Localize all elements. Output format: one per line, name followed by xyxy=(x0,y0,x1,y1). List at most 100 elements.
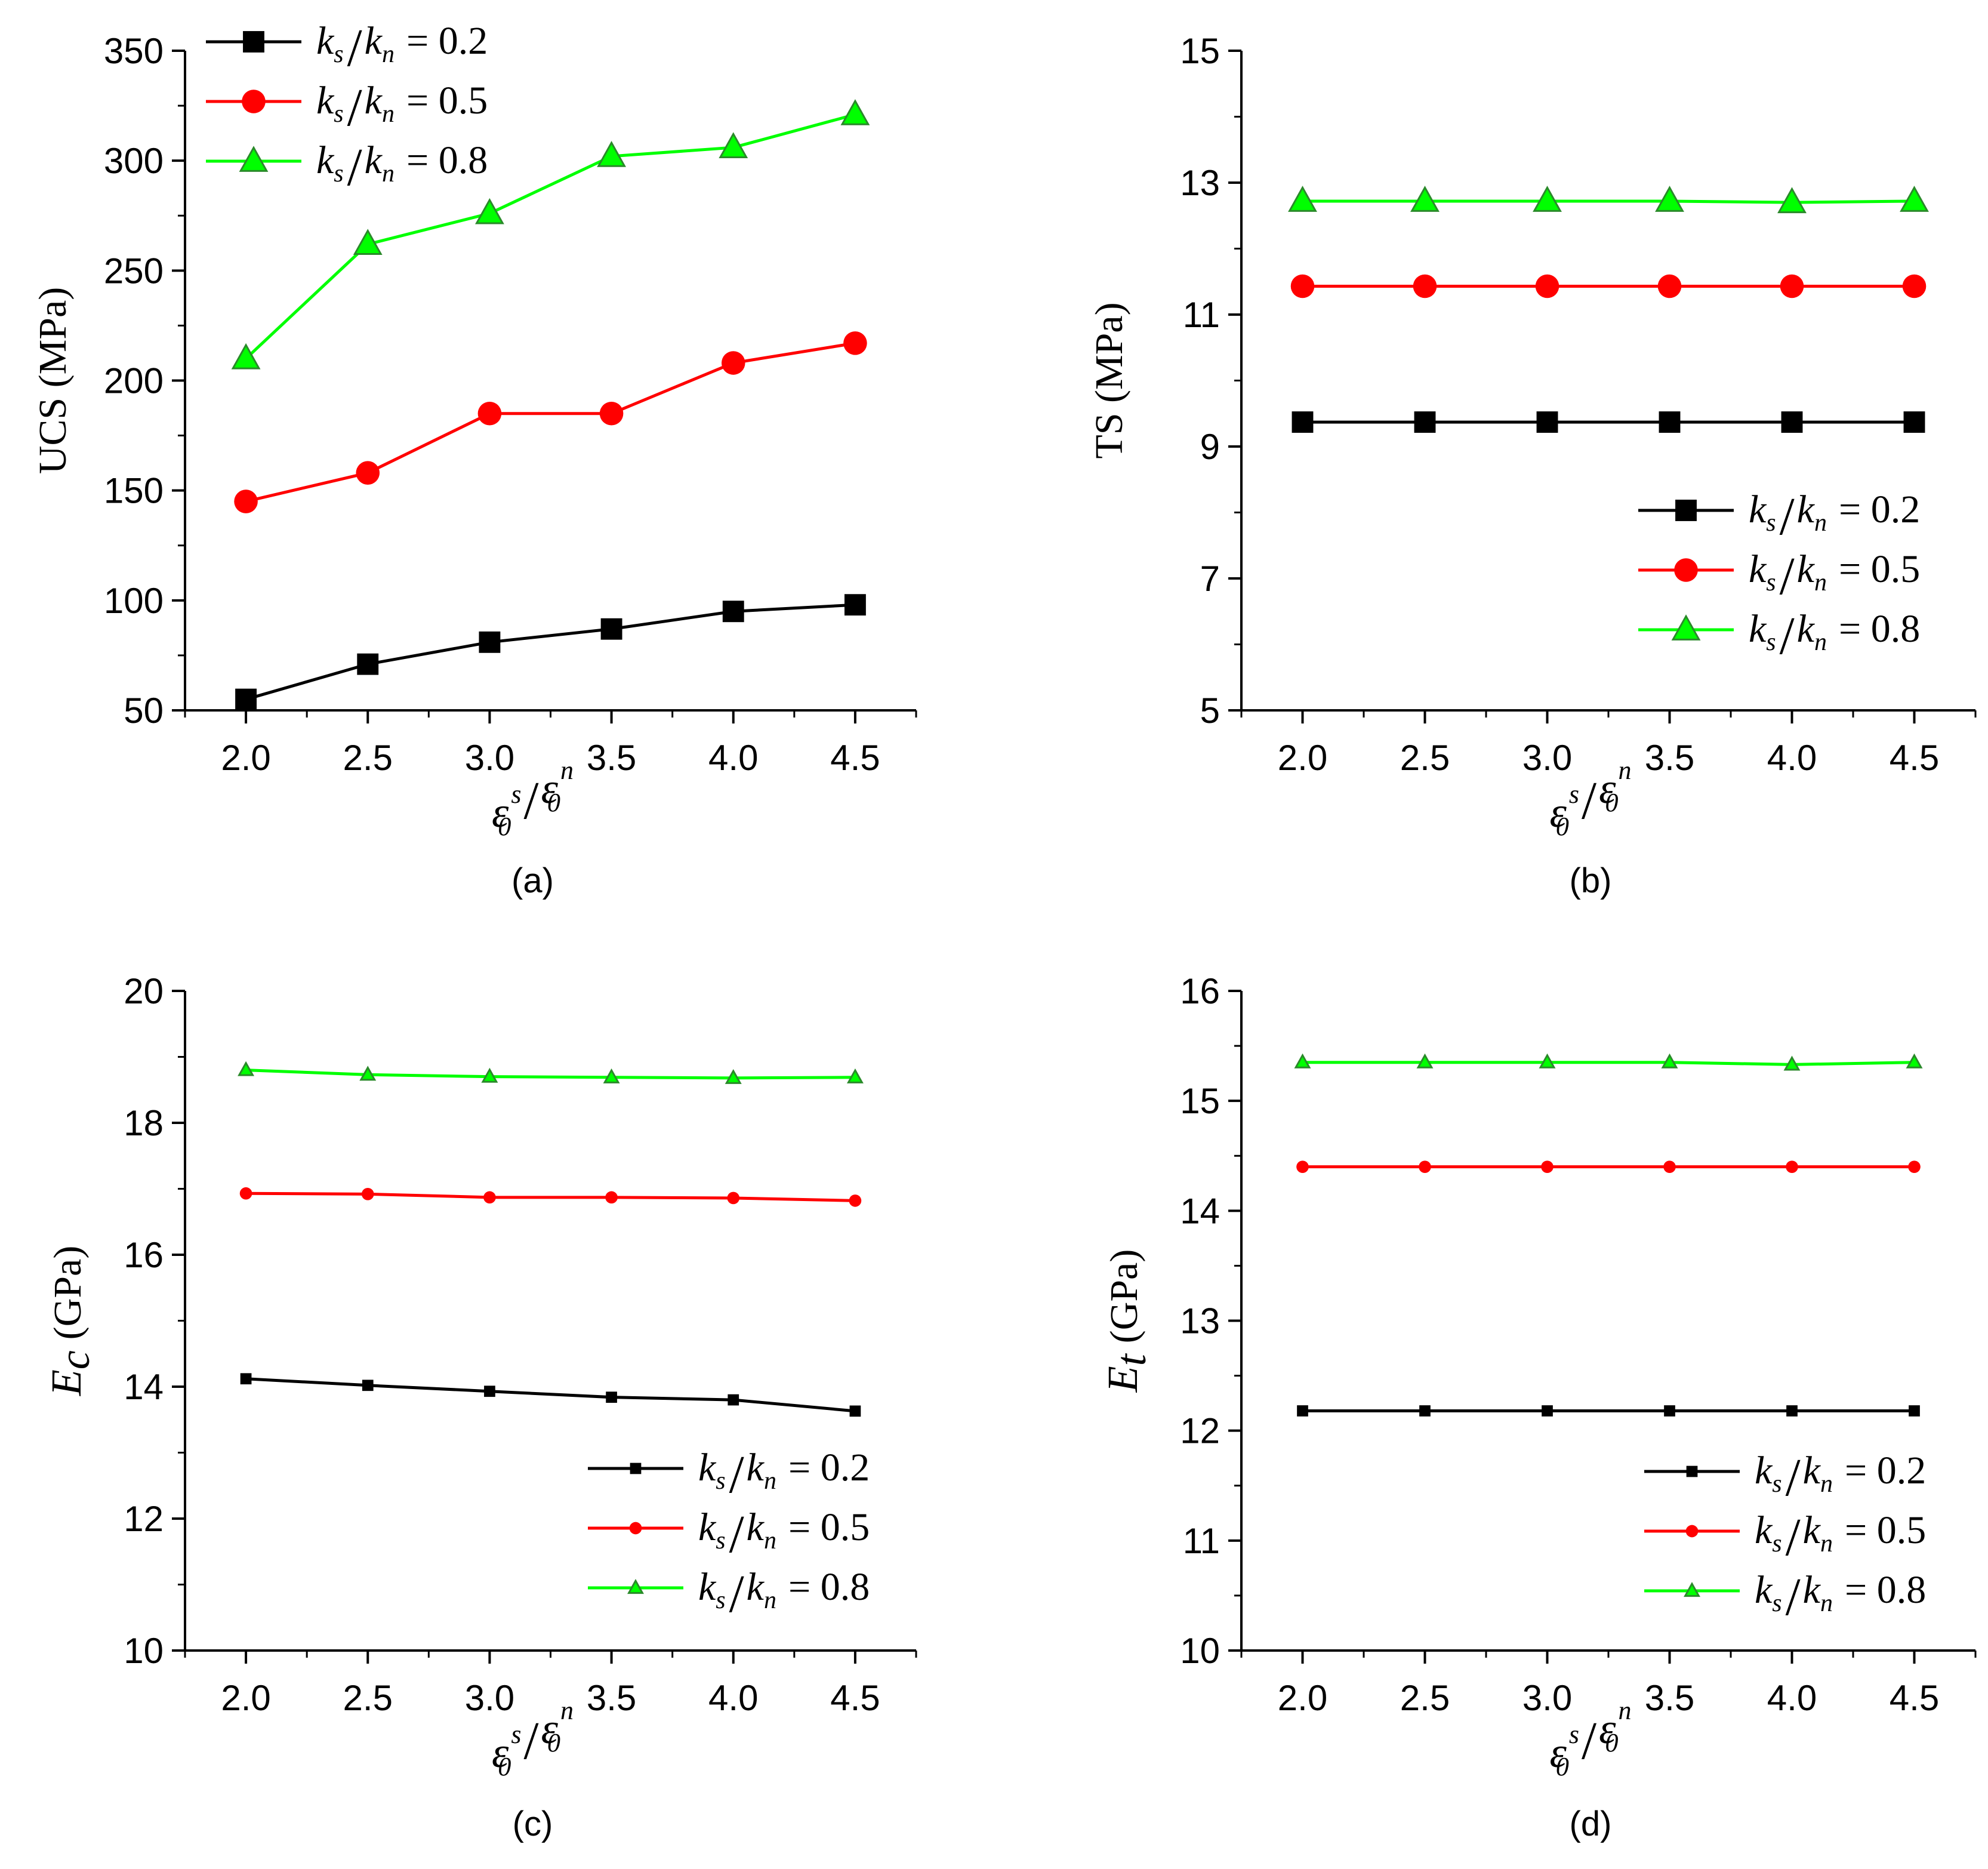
data-point xyxy=(844,594,866,616)
y-tick-label: 10 xyxy=(1180,1631,1220,1671)
legend-slash: / xyxy=(1786,1508,1801,1567)
x-axis-label-part: s xyxy=(1569,1720,1579,1749)
x-tick-label: 3.5 xyxy=(587,1678,636,1718)
x-axis-label-part: ε xyxy=(1599,765,1616,812)
y-tick-label: 13 xyxy=(1180,1301,1220,1341)
legend-value: 0.8 xyxy=(1877,1568,1927,1612)
legend-label: ks/kn = 0.5 xyxy=(316,78,488,137)
data-point xyxy=(1659,411,1681,433)
x-tick-label: 4.0 xyxy=(708,738,758,778)
legend-k: k xyxy=(1749,607,1767,651)
legend-k: k xyxy=(316,138,335,182)
data-point xyxy=(239,1187,252,1200)
data-point xyxy=(479,631,501,653)
series-line xyxy=(246,1191,855,1202)
y-tick-label: 350 xyxy=(104,31,164,71)
data-point xyxy=(1903,411,1925,433)
legend-equals: = xyxy=(1845,1568,1877,1612)
legend-k: k xyxy=(747,1565,765,1609)
legend-entry-0.2: ks/kn = 0.2 xyxy=(1638,487,1920,546)
legend-label: ks/kn = 0.8 xyxy=(1749,606,1920,666)
data-point xyxy=(475,198,504,224)
y-tick-label: 15 xyxy=(1180,31,1220,71)
data-point xyxy=(1294,1053,1311,1069)
x-axis-label-part: / xyxy=(1582,771,1596,830)
x-axis-label-part: 0 xyxy=(547,1728,560,1757)
data-point xyxy=(1786,1160,1798,1173)
y-axis-label: Et (GPa) xyxy=(1099,1249,1155,1393)
legend-k: k xyxy=(1755,1508,1773,1552)
data-point xyxy=(484,1385,495,1397)
legend-sub: n xyxy=(764,1467,776,1495)
legend-value: 0.5 xyxy=(821,1505,870,1549)
data-point xyxy=(1290,274,1315,298)
x-axis-label-part: s xyxy=(511,1720,521,1749)
legend-equals: = xyxy=(1839,607,1871,651)
legend-entry-0.8: ks/kn = 0.8 xyxy=(588,1565,870,1624)
x-axis-label-part: s xyxy=(1569,780,1579,809)
data-point xyxy=(1419,1405,1431,1417)
legend-slash: / xyxy=(729,1565,744,1624)
x-axis-label-part: / xyxy=(524,1711,539,1771)
legend-value: 0.2 xyxy=(1871,488,1921,531)
y-tick-label: 11 xyxy=(1183,295,1220,335)
legend-label: ks/kn = 0.2 xyxy=(1755,1448,1926,1507)
legend-equals: = xyxy=(406,138,439,182)
y-tick-label: 20 xyxy=(124,971,164,1011)
series-0.5 xyxy=(1290,274,1927,298)
x-axis-label-part: 0 xyxy=(1556,812,1569,841)
data-point xyxy=(1664,1405,1675,1417)
x-tick-label: 2.0 xyxy=(221,738,270,778)
y-tick-label: 14 xyxy=(124,1367,164,1407)
data-point xyxy=(1786,1405,1798,1417)
series-0.2 xyxy=(1292,411,1925,433)
y-axis-label: Ec (GPa) xyxy=(42,1246,98,1397)
legend-sub: n xyxy=(382,41,394,68)
y-axis-label: UCS (MPa) xyxy=(31,287,75,475)
legend-sub: n xyxy=(382,160,394,187)
legend-value: 0.8 xyxy=(821,1565,870,1609)
series-0.2 xyxy=(235,594,866,710)
legend-label: ks/kn = 0.2 xyxy=(698,1445,870,1504)
data-point xyxy=(1902,274,1927,298)
y-tick-label: 10 xyxy=(124,1631,164,1671)
y-axis-label-symbol: E xyxy=(42,1369,90,1396)
legend-k: k xyxy=(1797,547,1816,591)
x-axis-label-part: ε xyxy=(1599,1705,1616,1753)
data-point xyxy=(721,351,745,375)
legend-sub: n xyxy=(1820,1590,1833,1617)
data-point xyxy=(357,653,379,675)
y-tick-label: 15 xyxy=(1180,1081,1220,1121)
data-point xyxy=(1414,411,1436,433)
x-axis-label-part: 0 xyxy=(1605,1728,1618,1757)
legend-value: 0.2 xyxy=(439,19,488,63)
panel-label: (b) xyxy=(1570,861,1612,900)
legend-label: ks/kn = 0.8 xyxy=(316,138,488,197)
data-point xyxy=(1292,411,1314,433)
legend-label: ks/kn = 0.5 xyxy=(1749,547,1920,606)
x-axis-label-part: ε xyxy=(541,1705,559,1753)
y-tick-label: 18 xyxy=(124,1103,164,1143)
legend-sub: n xyxy=(1814,569,1827,596)
data-point xyxy=(1783,1055,1801,1071)
x-axis-label-part: ε xyxy=(1550,1729,1567,1776)
data-point xyxy=(605,1191,618,1204)
y-tick-label: 9 xyxy=(1200,427,1220,467)
series-line xyxy=(245,113,856,360)
data-point xyxy=(600,618,622,640)
y-axis-label-text: TS (MPa) xyxy=(1087,302,1131,458)
x-tick-label: 2.5 xyxy=(1400,1678,1450,1718)
legend-sub: s xyxy=(334,41,343,68)
legend-label: ks/kn = 0.2 xyxy=(1749,487,1920,546)
data-point xyxy=(1909,1405,1920,1417)
legend-entry-0.2: ks/kn = 0.2 xyxy=(206,19,488,78)
legend-sub: n xyxy=(764,1527,776,1554)
data-point xyxy=(1413,274,1437,298)
data-point xyxy=(362,1380,374,1391)
legend-equals: = xyxy=(788,1446,821,1489)
series-0.2 xyxy=(1297,1405,1920,1417)
legend-sub: s xyxy=(1772,1530,1782,1557)
legend-sub: s xyxy=(1766,569,1776,596)
